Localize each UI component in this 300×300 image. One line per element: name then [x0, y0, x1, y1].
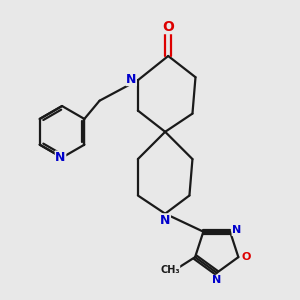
- Text: N: N: [212, 275, 221, 285]
- Text: O: O: [241, 252, 250, 262]
- Text: O: O: [162, 20, 174, 34]
- Text: N: N: [160, 214, 170, 227]
- Text: N: N: [55, 151, 66, 164]
- Text: N: N: [126, 73, 136, 85]
- Text: CH₃: CH₃: [160, 265, 180, 275]
- Text: N: N: [232, 226, 242, 236]
